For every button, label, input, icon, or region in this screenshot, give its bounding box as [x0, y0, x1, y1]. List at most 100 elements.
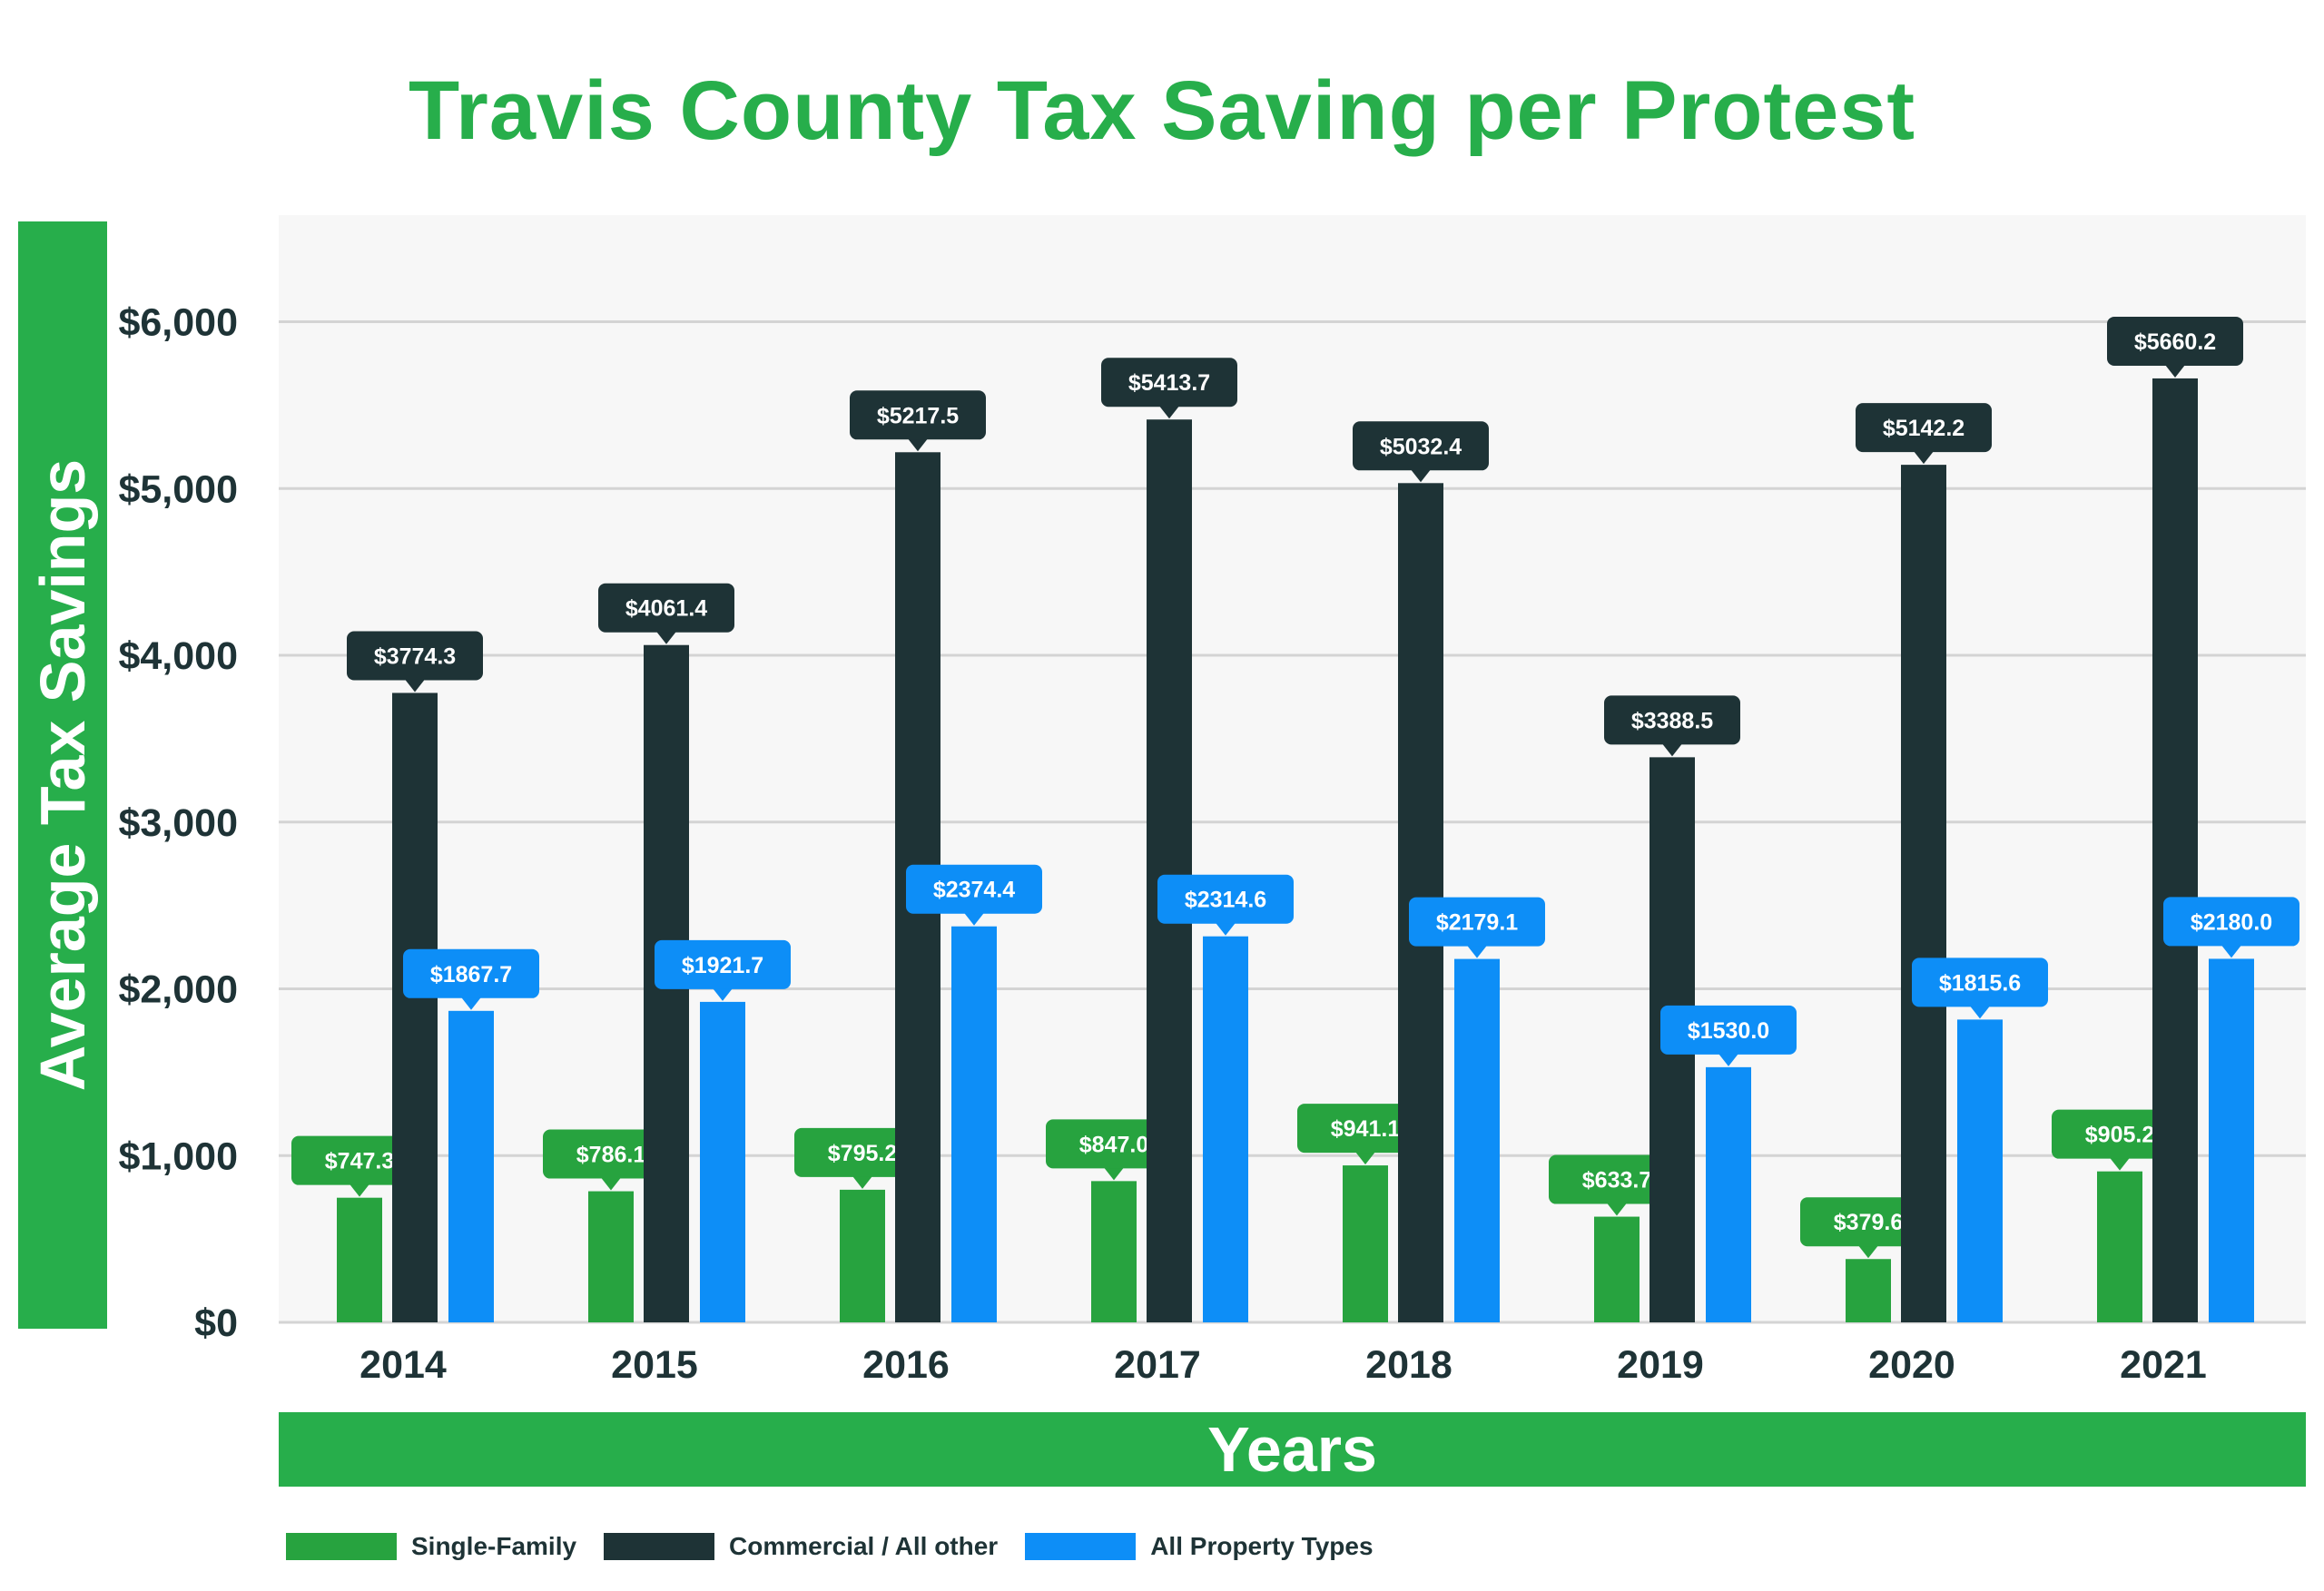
- data-label-pointer: [601, 1177, 621, 1191]
- data-label-box: [1604, 695, 1740, 745]
- data-label: $2314.6: [1185, 888, 1266, 913]
- x-tick-label: 2020: [1868, 1343, 1955, 1387]
- data-label-pointer: [1858, 1245, 1878, 1259]
- data-label-pointer: [461, 997, 481, 1010]
- data-label: $1530.0: [1688, 1018, 1769, 1044]
- data-label: $1867.7: [430, 962, 512, 987]
- data-label-box: [1856, 403, 1992, 453]
- data-label: $5142.2: [1883, 416, 1965, 441]
- bar: [337, 1197, 382, 1322]
- bar: [588, 1191, 634, 1322]
- data-label-box: [403, 948, 539, 998]
- bar: [1901, 465, 1946, 1322]
- x-tick-label: 2017: [1114, 1343, 1201, 1387]
- data-label: $786.1: [576, 1143, 646, 1168]
- y-tick-label: $3,000: [118, 801, 238, 845]
- data-label-pointer: [964, 912, 984, 926]
- data-label: $905.2: [2085, 1123, 2154, 1148]
- data-label-box: [2107, 316, 2243, 366]
- bar: [1846, 1259, 1891, 1322]
- data-label-pointer: [1216, 922, 1236, 936]
- y-tick-label: $2,000: [118, 968, 238, 1012]
- data-label: $1815.6: [1939, 970, 2021, 996]
- data-label-box: [850, 390, 986, 440]
- bar: [1343, 1165, 1388, 1322]
- data-label-pointer: [908, 438, 928, 452]
- data-label-pointer: [1467, 945, 1487, 958]
- data-label: $379.6: [1834, 1210, 1903, 1235]
- data-label: $5032.4: [1380, 434, 1462, 459]
- data-label-pointer: [1104, 1167, 1124, 1181]
- data-label-pointer: [2110, 1157, 2130, 1171]
- y-tick-label: $0: [194, 1301, 238, 1345]
- bar: [2209, 958, 2254, 1322]
- data-label-pointer: [713, 987, 733, 1001]
- data-label-box: [1912, 958, 2048, 1007]
- legend-label: Single-Family: [411, 1532, 577, 1560]
- x-tick-label: 2021: [2120, 1343, 2207, 1387]
- bar: [1091, 1181, 1137, 1322]
- data-label: $2180.0: [2191, 909, 2272, 935]
- data-label: $847.0: [1079, 1132, 1148, 1157]
- bar: [2152, 378, 2198, 1323]
- data-label: $795.2: [828, 1141, 897, 1166]
- data-label: $747.3: [325, 1149, 394, 1174]
- legend-swatch-all-property-types: [1025, 1533, 1137, 1560]
- data-label-box: [655, 939, 791, 989]
- data-label-pointer: [350, 1183, 369, 1197]
- data-label-box: [1409, 897, 1545, 947]
- bar: [1706, 1066, 1751, 1322]
- legend-swatch-commercial: [604, 1533, 715, 1560]
- data-label: $5660.2: [2134, 329, 2216, 355]
- data-label-pointer: [852, 1175, 872, 1189]
- data-label: $5217.5: [877, 403, 959, 428]
- bar: [1594, 1216, 1640, 1322]
- data-label-box: [1157, 874, 1294, 924]
- data-label-pointer: [1411, 469, 1431, 483]
- data-label: $2374.4: [933, 878, 1015, 903]
- data-label-box: [2163, 897, 2299, 947]
- data-label: $2179.1: [1436, 910, 1518, 936]
- y-tick-label: $5,000: [118, 467, 238, 511]
- data-label-pointer: [1355, 1152, 1375, 1165]
- chart-title: Travis County Tax Saving per Protest: [408, 64, 1916, 157]
- bar: [1454, 958, 1500, 1322]
- legend-item-commercial: Commercial / All other: [604, 1532, 998, 1561]
- data-label-pointer: [1607, 1203, 1627, 1216]
- x-tick-label: 2019: [1617, 1343, 1704, 1387]
- bar: [1147, 419, 1192, 1322]
- legend-swatch-single-family: [286, 1533, 397, 1560]
- data-label: $941.1: [1331, 1116, 1401, 1142]
- data-label-box: [598, 583, 734, 633]
- legend-item-all-property-types: All Property Types: [1025, 1532, 1374, 1561]
- x-axis-title-band: Years: [279, 1412, 2306, 1487]
- data-label-pointer: [1159, 406, 1179, 419]
- bar: [1203, 936, 1248, 1322]
- data-label-pointer: [405, 679, 425, 692]
- legend-label: All Property Types: [1150, 1532, 1374, 1560]
- data-label-box: [347, 631, 483, 681]
- data-label-box: [1101, 358, 1237, 408]
- x-tick-label: 2016: [862, 1343, 950, 1387]
- data-label-box: [1660, 1005, 1797, 1055]
- data-label: $1921.7: [682, 953, 763, 978]
- data-label-pointer: [1970, 1006, 1990, 1019]
- legend-label: Commercial / All other: [729, 1532, 999, 1560]
- data-label-pointer: [1662, 743, 1682, 757]
- data-label-pointer: [1914, 451, 1934, 465]
- bar: [700, 1001, 745, 1322]
- legend: Single-Family Commercial / All other All…: [286, 1528, 1401, 1565]
- x-axis-title: Years: [1207, 1414, 1377, 1485]
- legend-item-single-family: Single-Family: [286, 1532, 576, 1561]
- bar: [951, 926, 997, 1322]
- data-label: $5413.7: [1128, 370, 1210, 396]
- x-tick-label: 2015: [611, 1343, 698, 1387]
- bar: [1957, 1019, 2003, 1322]
- data-label: $4061.4: [625, 596, 707, 622]
- data-label-box: [906, 864, 1042, 914]
- y-axis-title-band: [18, 221, 107, 1329]
- x-tick-label: 2014: [359, 1343, 447, 1387]
- data-label: $3774.3: [374, 643, 456, 669]
- data-label-pointer: [656, 631, 676, 644]
- data-label: $633.7: [1582, 1168, 1651, 1193]
